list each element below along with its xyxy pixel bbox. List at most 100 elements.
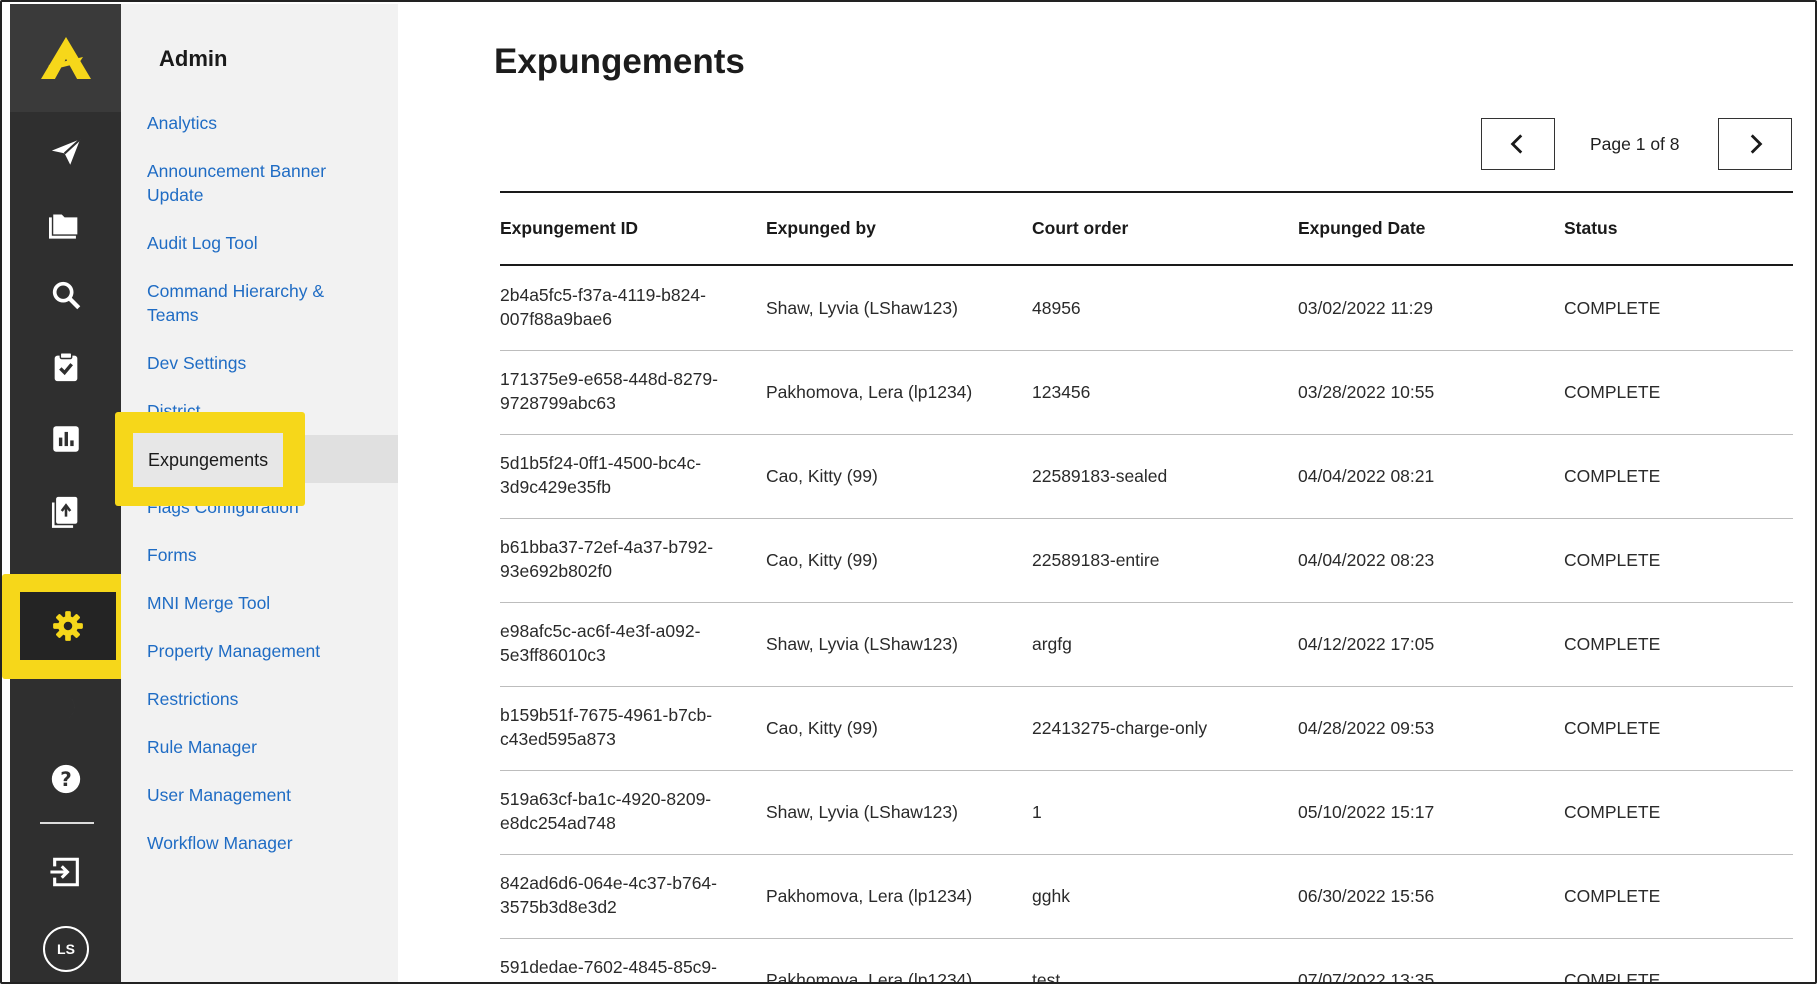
table-row[interactable]: 591dedae-7602-4845-85c9- Pakhomova, Lera… [500,939,1793,984]
sidebar-item-restrictions[interactable]: Restrictions [147,689,239,709]
cell-court-order: argfg [1032,634,1072,654]
column-header-date[interactable]: Expunged Date [1298,218,1426,238]
table-row[interactable]: 519a63cf-ba1c-4920-8209-e8dc254ad748 Sha… [500,771,1793,855]
table-top-rule [500,191,1793,193]
help-icon: ? [51,764,80,794]
sidebar-item-dev-settings[interactable]: Dev Settings [147,353,247,373]
nav-help[interactable]: ? [10,751,121,807]
table-row[interactable]: 171375e9-e658-448d-8279-9728799abc63 Pak… [500,351,1793,435]
table-row[interactable]: 2b4a5fc5-f37a-4119-b824-007f88a9bae6 Sha… [500,267,1793,351]
nav-logout[interactable] [10,844,121,900]
logo-icon [40,37,91,79]
nav-tasks[interactable] [10,339,121,395]
sidebar-item-property-management[interactable]: Property Management [147,641,321,661]
sidebar-item-audit-log[interactable]: Audit Log Tool [147,233,258,253]
cell-id: 591dedae-7602-4845-85c9- [500,957,717,977]
cell-date: 04/04/2022 08:23 [1298,550,1435,570]
cell-date: 03/02/2022 11:29 [1298,298,1433,318]
search-icon [52,281,80,310]
table-header: Expungement ID Expunged by Court order E… [500,193,1793,266]
report-icon [51,496,77,528]
column-header-id[interactable]: Expungement ID [500,218,639,238]
page-title: Expungements [494,42,745,81]
cell-id: b61bba37-72ef-4a37-b792-93e692b802f0 [500,537,714,581]
cell-date: 04/12/2022 17:05 [1298,634,1435,654]
cell-id: 2b4a5fc5-f37a-4119-b824-007f88a9bae6 [500,285,706,329]
folder-icon [48,214,77,239]
main-content: Expungements Page 1 of 8 Expungement ID … [398,4,1815,984]
cell-status: COMPLETE [1564,634,1661,654]
sidebar-item-analytics[interactable]: Analytics [147,113,218,133]
table-row[interactable]: b61bba37-72ef-4a37-b792-93e692b802f0 Cao… [500,519,1793,603]
page-indicator: Page 1 of 8 [1590,134,1680,154]
sidebar-title: Admin [159,46,228,71]
sidebar-item-workflow-manager[interactable]: Workflow Manager [147,833,293,853]
nav-dispatch[interactable] [10,124,121,180]
column-header-court-order[interactable]: Court order [1032,218,1129,238]
cell-court-order: 48956 [1032,298,1081,318]
gear-icon [53,611,83,641]
nav-settings[interactable] [20,592,116,660]
cell-expunged-by: Pakhomova, Lera (lp1234) [766,970,973,984]
table-row[interactable]: 5d1b5f24-0ff1-4500-bc4c-3d9c429e35fb Cao… [500,435,1793,519]
sidebar-item-forms[interactable]: Forms [147,545,197,565]
table-row[interactable]: b159b51f-7675-4961-b7cb-c43ed595a873 Cao… [500,687,1793,771]
table-row[interactable]: 842ad6d6-064e-4c37-b764-3575b3d8e3d2 Pak… [500,855,1793,939]
sidebar-item-expungements[interactable]: Expungements [133,433,283,487]
cell-court-order: 22589183-entire [1032,550,1160,570]
sidebar-item-mni-merge[interactable]: MNI Merge Tool [147,593,271,613]
cell-expunged-by: Cao, Kitty (99) [766,466,878,486]
cell-date: 06/30/2022 15:56 [1298,886,1435,906]
cell-court-order: gghk [1032,886,1070,906]
cell-expunged-by: Shaw, Lyvia (LShaw123) [766,298,958,318]
chart-icon [52,426,79,452]
svg-text:?: ? [60,768,72,791]
sidebar-item-command-hierarchy[interactable]: Command Hierarchy & Teams [147,281,324,325]
cell-expunged-by: Cao, Kitty (99) [766,550,878,570]
cell-expunged-by: Cao, Kitty (99) [766,718,878,738]
cell-expunged-by: Shaw, Lyvia (LShaw123) [766,802,958,822]
prev-page-button[interactable] [1481,118,1555,170]
cell-id: e98afc5c-ac6f-4e3f-a092-5e3ff86010c3 [500,621,701,665]
cell-court-order: 1 [1032,802,1042,822]
cell-status: COMPLETE [1564,298,1661,318]
cell-status: COMPLETE [1564,802,1661,822]
cell-expunged-by: Pakhomova, Lera (lp1234) [766,382,973,402]
cell-id: 519a63cf-ba1c-4920-8209-e8dc254ad748 [500,789,712,833]
sidebar-item-user-management[interactable]: User Management [147,785,291,805]
clipboard-check-icon [54,352,77,382]
cell-court-order: 123456 [1032,382,1091,402]
cell-date: 04/04/2022 08:21 [1298,466,1435,486]
cell-court-order: 22589183-sealed [1032,466,1168,486]
nav-files[interactable] [10,195,121,251]
rail-divider [40,822,94,824]
logout-icon [49,857,79,887]
cell-status: COMPLETE [1564,718,1661,738]
nav-search[interactable] [10,267,121,323]
cell-court-order: 22413275-charge-only [1032,718,1208,738]
nav-theme[interactable] [10,679,121,735]
sidebar-item-rule-manager[interactable]: Rule Manager [147,737,257,757]
cell-id: 171375e9-e658-448d-8279-9728799abc63 [500,369,718,413]
logo[interactable] [10,4,121,112]
column-header-expunged-by[interactable]: Expunged by [766,218,876,238]
chevron-right-icon [1750,134,1763,154]
cell-date: 07/07/2022 13:35 [1298,970,1435,984]
moon-icon [61,694,75,720]
nav-documents[interactable] [10,483,121,539]
nav-reports[interactable] [10,411,121,467]
avatar[interactable]: LS [43,926,89,972]
column-header-status[interactable]: Status [1564,218,1618,238]
cell-id: 842ad6d6-064e-4c37-b764-3575b3d8e3d2 [500,873,717,917]
cell-date: 04/28/2022 09:53 [1298,718,1435,738]
sidebar-item-announcement-banner[interactable]: Announcement Banner Update [147,161,327,205]
cell-id: 5d1b5f24-0ff1-4500-bc4c-3d9c429e35fb [500,453,702,497]
send-icon [51,138,81,165]
table-row[interactable]: e98afc5c-ac6f-4e3f-a092-5e3ff86010c3 Sha… [500,603,1793,687]
cell-id: b159b51f-7675-4961-b7cb-c43ed595a873 [500,705,713,749]
cell-status: COMPLETE [1564,886,1661,906]
cell-expunged-by: Shaw, Lyvia (LShaw123) [766,634,958,654]
cell-status: COMPLETE [1564,550,1661,570]
next-page-button[interactable] [1718,118,1792,170]
